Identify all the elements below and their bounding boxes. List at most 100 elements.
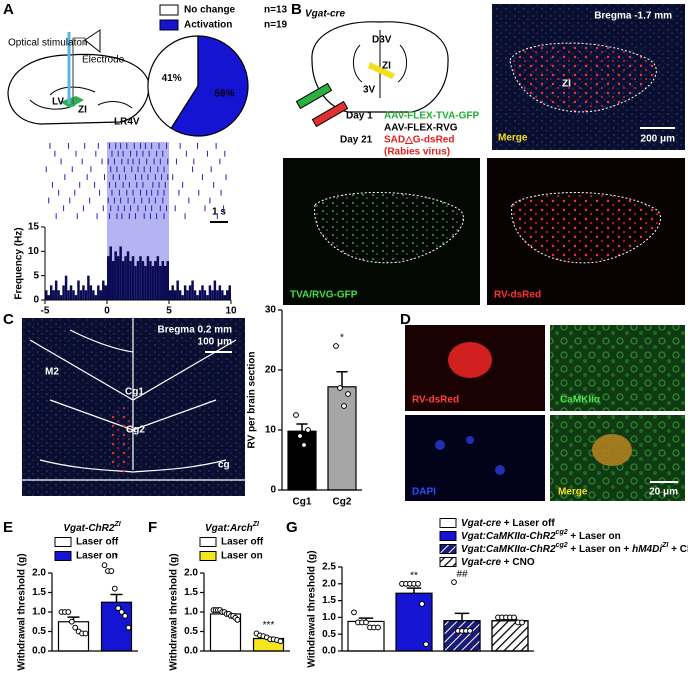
label: Optical stimulaton bbox=[8, 38, 87, 49]
y-tick-label: 2.0 bbox=[32, 568, 46, 579]
bar bbox=[287, 430, 317, 491]
text-part: Vgat:CaMKIIα-ChR2 bbox=[461, 544, 556, 555]
histogram-bar bbox=[62, 285, 65, 300]
histogram-bar bbox=[201, 285, 204, 300]
panel-letter: F bbox=[148, 519, 157, 536]
atlas-lines bbox=[22, 318, 245, 481]
histogram-bar bbox=[193, 290, 197, 300]
legend-label: Laser off bbox=[76, 537, 119, 548]
y-axis-label: Frequency (Hz) bbox=[14, 227, 25, 299]
zi-outline bbox=[314, 192, 464, 264]
text-part: Vgat-cre bbox=[461, 518, 501, 529]
data-point bbox=[234, 616, 241, 623]
y-tick-label: 1.5 bbox=[184, 587, 198, 598]
histogram-bar bbox=[151, 265, 155, 300]
legend-label: Laser on bbox=[76, 551, 118, 562]
y-tick-label: 0.5 bbox=[184, 626, 198, 637]
legend-label: Laser on bbox=[221, 551, 263, 562]
panel-a: A Optical stimulaton Electrode LV ZI LR4… bbox=[3, 1, 228, 223]
x-tick-label: Cg2 bbox=[333, 497, 352, 508]
histogram-bar bbox=[114, 251, 117, 300]
coronal-structures bbox=[353, 30, 407, 98]
legend-swatch bbox=[199, 537, 217, 547]
histogram-bar bbox=[109, 246, 112, 300]
data-point bbox=[451, 579, 457, 586]
text-part: cg2 bbox=[556, 529, 568, 536]
histogram-bar bbox=[196, 295, 199, 300]
micrograph bbox=[405, 415, 545, 501]
histogram-bar bbox=[94, 295, 98, 300]
significance: * bbox=[340, 333, 344, 344]
label: Bregma -1.7 mm bbox=[594, 11, 672, 22]
data-point bbox=[65, 609, 72, 615]
histogram-bar bbox=[154, 261, 157, 300]
bar-hatch bbox=[443, 620, 481, 652]
x-tick-label: Cg1 bbox=[293, 497, 312, 508]
y-tick-label: 1.0 bbox=[32, 607, 46, 618]
y-tick-label: 2.0 bbox=[184, 568, 198, 579]
histogram-bar bbox=[223, 295, 227, 300]
histogram-bar bbox=[119, 246, 122, 300]
label: Merge bbox=[498, 133, 528, 144]
histogram-bar bbox=[228, 285, 231, 300]
histogram-bar bbox=[186, 290, 189, 300]
histogram-bar bbox=[82, 285, 85, 300]
histogram-bar bbox=[218, 285, 222, 300]
text-part: Vgat:CaMKIIα-ChR2 bbox=[461, 531, 556, 542]
nucleus bbox=[435, 440, 445, 450]
histogram-bar bbox=[171, 285, 174, 300]
text-part: + Laser on + bbox=[568, 544, 632, 555]
histogram-bar bbox=[213, 280, 217, 300]
bar bbox=[395, 592, 433, 652]
data-point bbox=[333, 343, 339, 349]
y-tick-label: 0.0 bbox=[322, 646, 336, 657]
histogram-bar bbox=[139, 256, 142, 300]
legend-swatch bbox=[54, 551, 72, 561]
data-point bbox=[415, 580, 421, 587]
histogram-bar bbox=[161, 261, 165, 300]
title-part: Vgat-ChR2 bbox=[63, 523, 115, 534]
label: Merge bbox=[558, 487, 588, 498]
labeled-cells bbox=[108, 405, 132, 475]
zi-region bbox=[368, 62, 395, 79]
micrograph bbox=[550, 325, 685, 411]
data-point bbox=[337, 385, 343, 391]
legend-note: n=19 bbox=[264, 20, 288, 31]
legend-swatch bbox=[439, 531, 457, 541]
syringe-red bbox=[311, 100, 349, 128]
label: 3V bbox=[363, 85, 376, 96]
cell bbox=[448, 342, 492, 378]
y-tick-label: 5 bbox=[33, 270, 39, 281]
histogram-bar bbox=[226, 290, 229, 300]
legend-swatch bbox=[54, 537, 72, 547]
data-point bbox=[125, 624, 132, 631]
histogram-bar bbox=[211, 290, 214, 300]
histogram-bar bbox=[64, 275, 68, 300]
amplifier bbox=[84, 29, 101, 54]
y-tick-label: 2.0 bbox=[322, 578, 336, 589]
y-tick-label: 0.5 bbox=[32, 626, 46, 637]
data-point bbox=[419, 601, 425, 607]
histogram-bar bbox=[92, 290, 95, 300]
histogram-bar bbox=[203, 290, 207, 300]
histogram-bar bbox=[116, 256, 120, 300]
histogram-bar bbox=[178, 290, 182, 300]
panel-letter: E bbox=[3, 519, 13, 536]
data-point bbox=[108, 568, 115, 574]
histogram-bar bbox=[156, 256, 160, 300]
label: Cg1 bbox=[125, 387, 144, 398]
label: AAV-FLEX-RVG bbox=[384, 123, 458, 134]
histogram-bar bbox=[216, 290, 219, 300]
data-point bbox=[118, 609, 125, 615]
histogram-bar bbox=[183, 285, 187, 300]
x-tick-label: 5 bbox=[166, 306, 172, 317]
pie-slice bbox=[170, 35, 249, 137]
scale-label: 100 μm bbox=[198, 337, 233, 348]
data-point bbox=[297, 433, 303, 439]
panel-letter: B bbox=[291, 1, 302, 18]
panel-letter: G bbox=[286, 519, 298, 536]
histogram-bar bbox=[89, 285, 93, 300]
label: Electrode bbox=[82, 55, 125, 66]
legend-label: Activation bbox=[184, 20, 232, 31]
chart-title: Vgat-ChR2ZI bbox=[63, 521, 121, 533]
